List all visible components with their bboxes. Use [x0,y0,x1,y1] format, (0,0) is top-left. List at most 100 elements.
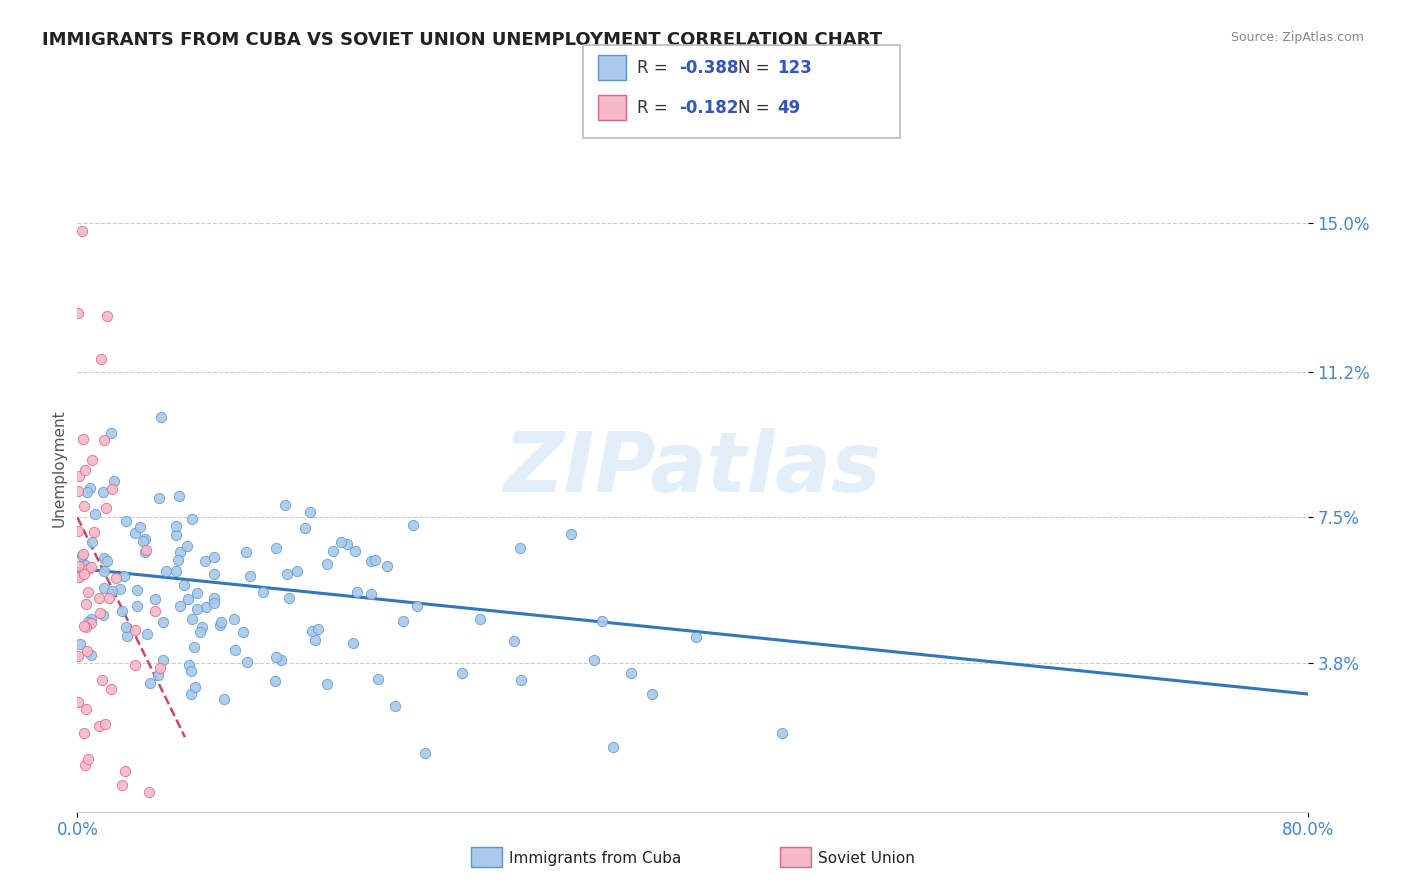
Point [184,680,207,694]
Point [181,511,204,525]
Point [93,564,115,578]
Text: ZIPatlas: ZIPatlas [503,428,882,508]
Point [252,584,274,599]
Text: Immigrants from Cuba: Immigrants from Cuba [509,851,682,865]
Point [67,483,90,498]
Text: N =: N = [738,59,775,77]
Point [169,545,191,559]
Point [208,618,231,632]
Point [132,534,155,549]
Point [299,505,322,519]
Y-axis label: Unemployment: Unemployment [51,409,66,527]
Point [346,585,368,599]
Point [276,567,298,582]
Point [212,692,235,706]
Text: -0.388: -0.388 [679,59,738,77]
Point [73,757,96,772]
Point [111,778,134,792]
Point [770,725,793,739]
Point [264,674,287,689]
Point [224,612,246,626]
Point [235,545,257,559]
Point [509,673,531,687]
Point [209,615,232,629]
Text: Source: ZipAtlas.com: Source: ZipAtlas.com [1230,31,1364,45]
Point [84,507,107,521]
Point [188,624,211,639]
Point [101,483,124,497]
Point [148,491,170,505]
Point [181,611,204,625]
Point [235,655,257,669]
Point [69,568,91,582]
Text: R =: R = [637,99,673,117]
Point [72,547,94,561]
Text: N =: N = [738,99,775,117]
Point [98,591,121,605]
Point [135,542,157,557]
Point [67,570,90,584]
Point [322,543,344,558]
Point [67,558,90,573]
Point [73,463,96,477]
Point [138,785,160,799]
Point [70,224,93,238]
Point [391,614,413,628]
Point [143,592,166,607]
Point [336,537,359,551]
Point [640,687,662,701]
Point [176,539,198,553]
Point [69,637,91,651]
Point [186,586,208,600]
Text: Soviet Union: Soviet Union [818,851,915,865]
Point [194,599,217,614]
Point [91,485,114,500]
Point [270,653,292,667]
Point [152,615,174,629]
Point [685,630,707,644]
Point [470,612,492,626]
Point [112,569,135,583]
Point [73,558,96,573]
Point [67,524,90,539]
Point [202,549,225,564]
Point [114,764,136,779]
Point [301,624,323,638]
Point [165,564,187,578]
Point [202,566,225,581]
Point [285,565,308,579]
Point [620,666,643,681]
Point [72,432,94,446]
Text: 49: 49 [778,99,801,117]
Point [108,582,131,596]
Point [75,620,97,634]
Point [114,514,136,528]
Point [100,426,122,441]
Point [186,601,208,615]
Point [100,584,122,599]
Point [96,554,118,568]
Text: 123: 123 [778,59,813,77]
Point [115,629,138,643]
Point [124,657,146,672]
Point [80,615,103,630]
Point [167,489,190,503]
Point [87,591,110,606]
Point [67,306,90,320]
Point [87,719,110,733]
Point [180,665,202,679]
Point [73,726,96,740]
Point [91,607,114,622]
Point [167,553,190,567]
Point [307,622,329,636]
Point [273,498,295,512]
Point [79,612,101,626]
Point [194,554,217,568]
Point [111,604,134,618]
Point [134,545,156,559]
Point [165,528,187,542]
Point [560,526,582,541]
Point [143,604,166,618]
Point [114,620,136,634]
Point [77,585,100,599]
